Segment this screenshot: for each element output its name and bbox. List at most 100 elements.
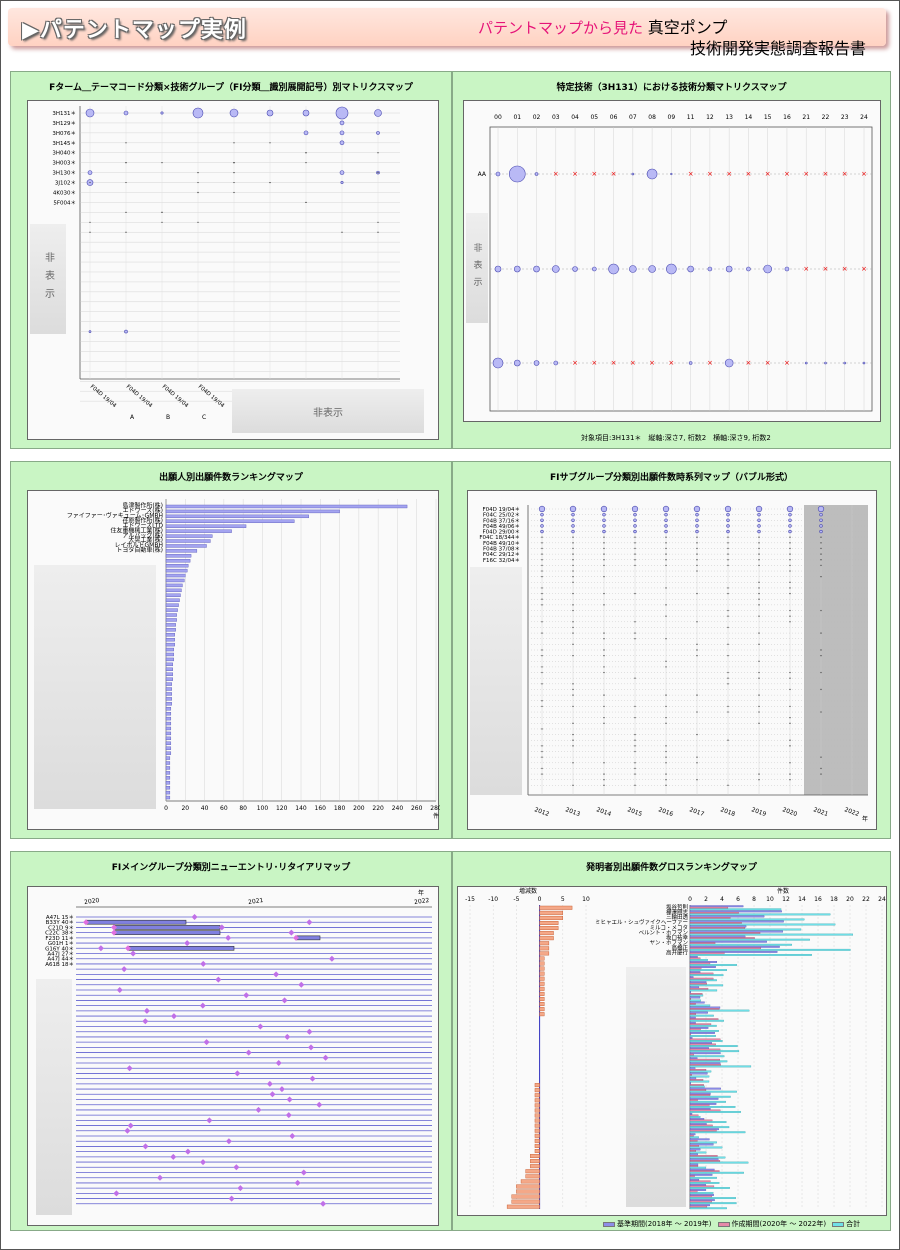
panel4-x-tick: 2021 <box>812 806 829 818</box>
panel2-col-label: 02 <box>533 114 541 121</box>
panel6-diff-bar <box>534 1103 540 1108</box>
panel6-bar-total <box>689 1156 726 1159</box>
panel6-diff-bar <box>525 1174 540 1179</box>
panel4-bubble <box>820 654 822 657</box>
panel4-bubble <box>541 671 543 674</box>
panel4-bubble <box>665 587 667 589</box>
panel4-row-label: F04B 37/16＊ <box>483 517 520 524</box>
panel1-bubble <box>124 329 128 334</box>
panel3-bar <box>165 598 180 602</box>
panel5-marker <box>234 1070 241 1077</box>
panel4-bubble <box>634 745 636 747</box>
panel5-entry-marker <box>111 924 117 931</box>
panel4-bubble <box>541 575 543 578</box>
panel5-marker <box>300 1169 307 1176</box>
panel1-row-label: 3J102＊ <box>55 180 76 187</box>
panel4-bubble <box>572 553 574 555</box>
panel4-bubble <box>758 705 760 708</box>
panel6-bar-base <box>689 1006 721 1009</box>
panel4-bubble <box>727 553 729 555</box>
panel6-diff-tick: -15 <box>465 896 475 903</box>
panel1-bubble <box>123 110 129 116</box>
panel4-bubble <box>662 505 670 513</box>
panel4-bubble <box>757 524 761 528</box>
panel3-bar <box>165 583 183 588</box>
panel5-marker <box>298 981 305 988</box>
panel5-entry-marker <box>111 929 117 936</box>
panel1-bubble <box>339 140 345 146</box>
hidden-label: 非表示 <box>313 407 343 419</box>
panel4-bubble <box>758 632 760 634</box>
panel5-marker <box>206 1117 213 1124</box>
panel4-bubble <box>633 529 637 534</box>
panel4-bubble <box>541 745 543 747</box>
panel4-bubble <box>603 654 605 657</box>
panel4-bubble <box>572 559 574 561</box>
panel1-row-label: 4K030＊ <box>53 189 76 196</box>
panel2-col-label: 14 <box>745 114 753 121</box>
panel2-zero-mark: × <box>668 359 674 367</box>
panel3-x-tick: 200 <box>353 805 365 812</box>
panel2-zero-mark: × <box>784 170 790 178</box>
panel2-bubble <box>533 265 540 273</box>
panel4-bubble <box>820 671 822 674</box>
panel2-bubble <box>513 359 521 367</box>
panel4-bubble <box>757 512 761 517</box>
panel1-bubble <box>266 109 274 117</box>
panel6-bar-base <box>689 1001 705 1004</box>
panel5-row-label: C22C 38＊ <box>45 930 74 937</box>
panel2-bubble <box>631 172 635 176</box>
panel4-bubble <box>758 671 760 674</box>
panel4-bubble <box>727 587 729 589</box>
panel6-bar-recent <box>689 993 703 995</box>
panel6-diff-tick: -5 <box>513 896 519 903</box>
panel4-bubble <box>665 722 667 725</box>
panel4-bubble <box>758 615 760 617</box>
panel1-dot <box>233 162 235 164</box>
panel4-bubble <box>724 505 732 513</box>
panel6-bar-base <box>689 1057 698 1060</box>
panel1-dot <box>305 201 307 204</box>
panel6-bar-recent <box>689 982 707 985</box>
panel4-bubble <box>789 587 791 589</box>
panel-tech-matrix: 特定技術（3H131）における技術分類マトリクスマップ 00 01 02 03 04 05… <box>452 71 891 449</box>
panel6-bar-total <box>689 1192 714 1194</box>
panel4-bubble <box>540 518 544 522</box>
panel4-shaded-area <box>804 505 868 795</box>
panel3-bar <box>165 633 175 637</box>
panel1-bubble <box>160 111 164 115</box>
panel4-bubble <box>665 773 667 775</box>
panel4-bubble <box>634 733 636 736</box>
panel3-bar <box>165 786 171 790</box>
panel1-dot <box>125 142 127 144</box>
panel4-bubble <box>820 553 822 555</box>
panel4-bubble <box>789 716 791 719</box>
panel5-row-label: A47L 15＊ <box>46 914 74 921</box>
panel2-zero-mark: × <box>803 170 809 178</box>
panel4-bubble <box>572 621 574 623</box>
panel1-dot <box>305 152 307 154</box>
panel4-bubble <box>541 756 543 758</box>
panel4-bubble <box>757 529 761 534</box>
panel4-bubble <box>665 638 667 640</box>
panel6-bar-recent <box>689 1119 713 1122</box>
panel1-bubble <box>340 181 344 185</box>
panel6-bar-total <box>689 1181 720 1184</box>
panel3-bar <box>165 642 175 647</box>
panel6-diff-bar <box>530 1164 540 1169</box>
panel5-row-label: G01H 1＊ <box>48 940 74 947</box>
panel6-name-label: ベルント・ホフマン <box>639 929 689 936</box>
panel1-bubble <box>85 108 95 118</box>
panel4-bubble <box>634 553 636 555</box>
panel5-marker <box>322 1054 329 1061</box>
panel5-marker <box>286 1096 293 1103</box>
panel6-bar-total <box>689 1095 731 1098</box>
panel6-bar-base <box>689 1118 705 1120</box>
panel6-bar-base <box>689 1092 711 1095</box>
panel4-bubble <box>572 722 574 725</box>
panel5-x-tick: 2022 <box>414 897 430 906</box>
panel1-dot <box>125 181 127 184</box>
panel4-row-label: F04D 19/04＊ <box>483 506 521 513</box>
panel4-bubble <box>758 660 760 662</box>
panel6-bar-total <box>689 984 724 987</box>
